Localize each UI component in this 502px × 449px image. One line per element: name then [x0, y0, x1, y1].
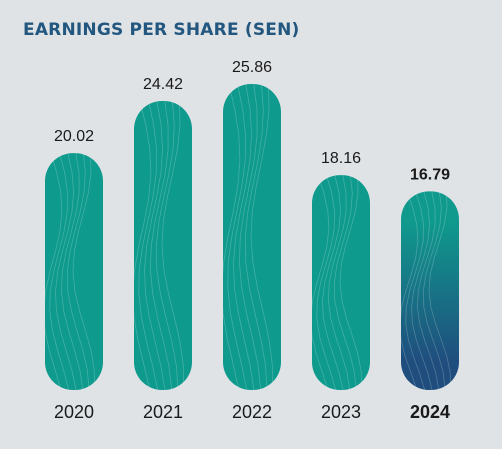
bar-texture-2020 [45, 153, 95, 390]
bar-2020 [45, 153, 103, 390]
category-label-2020: 2020 [54, 402, 94, 422]
bar-2023 [312, 175, 370, 390]
bar-texture-2024 [401, 191, 451, 390]
bar-rect-2021 [134, 101, 192, 391]
value-label-2024: 16.79 [410, 166, 450, 183]
bar-texture-2022 [223, 84, 273, 390]
bar-rect-2023 [312, 175, 370, 390]
value-labels-group: 20.02 24.42 25.86 18.16 16.79 [54, 59, 450, 183]
bar-texture-2021 [134, 101, 184, 391]
value-label-2021: 24.42 [143, 76, 183, 93]
bar-rect-2024 [401, 191, 459, 390]
bar-2024 [401, 191, 459, 390]
category-label-2024: 2024 [410, 402, 450, 422]
value-label-2022: 25.86 [232, 59, 272, 76]
bar-2022 [223, 84, 281, 390]
bar-rect-2022 [223, 84, 281, 390]
value-label-2020: 20.02 [54, 128, 94, 145]
bar-rect-2020 [45, 153, 103, 390]
chart-title: EARNINGS PER SHARE (SEN) [23, 20, 300, 40]
bar-texture-2023 [312, 175, 362, 390]
category-label-2023: 2023 [321, 402, 361, 422]
bar-2021 [134, 101, 192, 391]
value-label-2023: 18.16 [321, 150, 361, 167]
bars-group [45, 84, 459, 391]
category-label-2022: 2022 [232, 402, 272, 422]
category-label-2021: 2021 [143, 402, 183, 422]
category-labels-group: 2020 2021 2022 2023 2024 [54, 402, 450, 422]
